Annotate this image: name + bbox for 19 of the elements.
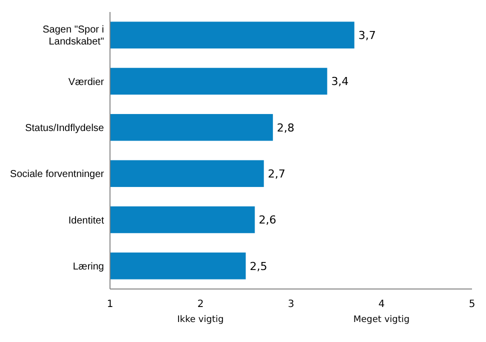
y-tick-label: Identitet [68, 215, 104, 226]
data-label: 2,5 [250, 260, 268, 273]
x-tick-label: 5 [468, 299, 476, 310]
y-tick-label: Sagen "Spor i Landskabet" [42, 24, 104, 48]
data-label: 3,7 [358, 28, 376, 42]
x-tick-label: 1 [106, 299, 114, 310]
x-tick-label: 3 [288, 299, 294, 310]
x-tick-label: 4 [378, 299, 385, 310]
x-tick-label: 2 [197, 299, 204, 310]
y-tick-label: Læring [72, 261, 104, 272]
text: Meget vigtig [353, 315, 410, 325]
y-tick-label: Status/Indflydelse [25, 122, 104, 134]
data-label: 2,8 [276, 121, 294, 134]
data-label: 2,7 [268, 167, 286, 180]
y-tick-label: Værdier [68, 76, 105, 88]
data-label: 3,4 [331, 75, 349, 88]
data-label: 2,6 [258, 214, 276, 227]
y-tick-label: Sociale forventninger [10, 169, 105, 180]
text: Ikke vigtig [177, 315, 224, 325]
